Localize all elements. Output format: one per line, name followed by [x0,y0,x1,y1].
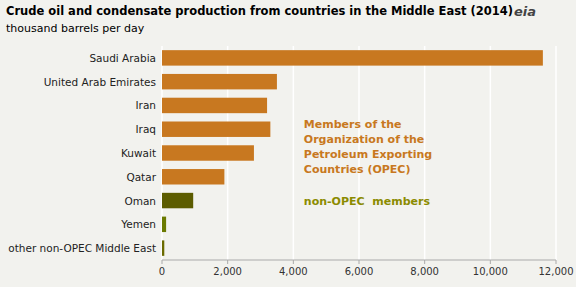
tick-label: 12,000 [539,266,574,277]
tick-label: 6,000 [345,266,374,277]
annotation-line: Petroleum Exporting [304,148,432,161]
x-axis: 0 2,000 4,000 6,000 8,000 10,000 12,000 [159,260,574,277]
category-label: Iran [135,99,156,111]
category-label: Saudi Arabia [89,52,156,64]
chart: Crude oil and condensate production from… [0,0,576,287]
y-axis: other non-OPEC Middle East Yemen Oman Qatar… [8,52,156,254]
subtitle: thousand barrels per day [6,22,145,35]
bar [162,50,543,65]
category-label: Oman [124,195,156,207]
bar [162,121,270,136]
annotation-line: Countries (OPEC) [304,163,411,176]
tick-label: 8,000 [410,266,439,277]
tick-label: 4,000 [279,266,308,277]
x-axis-line [162,260,556,261]
annotation-line: Members of the [304,118,402,131]
category-label: Yemen [120,218,156,230]
background [0,0,576,287]
title: Crude oil and condensate production from… [6,4,513,18]
annotation-line: Organization of the [304,133,424,146]
category-label: United Arab Emirates [44,76,156,88]
grid-line [555,46,557,260]
tick-label: 2,000 [213,266,242,277]
tick-mark [359,260,360,264]
bar [162,145,254,160]
tick-label: 0 [159,266,165,277]
grid-line [490,46,492,260]
bars [162,50,543,256]
category-label: other non-OPEC Middle East [8,242,156,254]
category-label: Iraq [135,123,156,135]
tick-mark [162,260,163,264]
tick-label: 10,000 [473,266,508,277]
bar [162,240,164,255]
tick-mark [293,260,294,264]
category-label: Qatar [126,171,156,183]
grid-line [293,46,295,260]
bar [162,193,193,208]
tick-mark [490,260,491,264]
bar [162,169,224,184]
annotation: Members of the Organization of the Petrole… [304,118,432,176]
bar [162,98,267,113]
logo-text: eia [514,4,536,19]
tick-mark [556,260,557,264]
bar [162,217,166,232]
category-label: Kuwait [121,147,156,159]
tick-mark [424,260,425,264]
tick-mark [227,260,228,264]
grid [162,46,556,260]
bar [162,74,277,89]
annotation: non-OPEC members [304,195,431,208]
